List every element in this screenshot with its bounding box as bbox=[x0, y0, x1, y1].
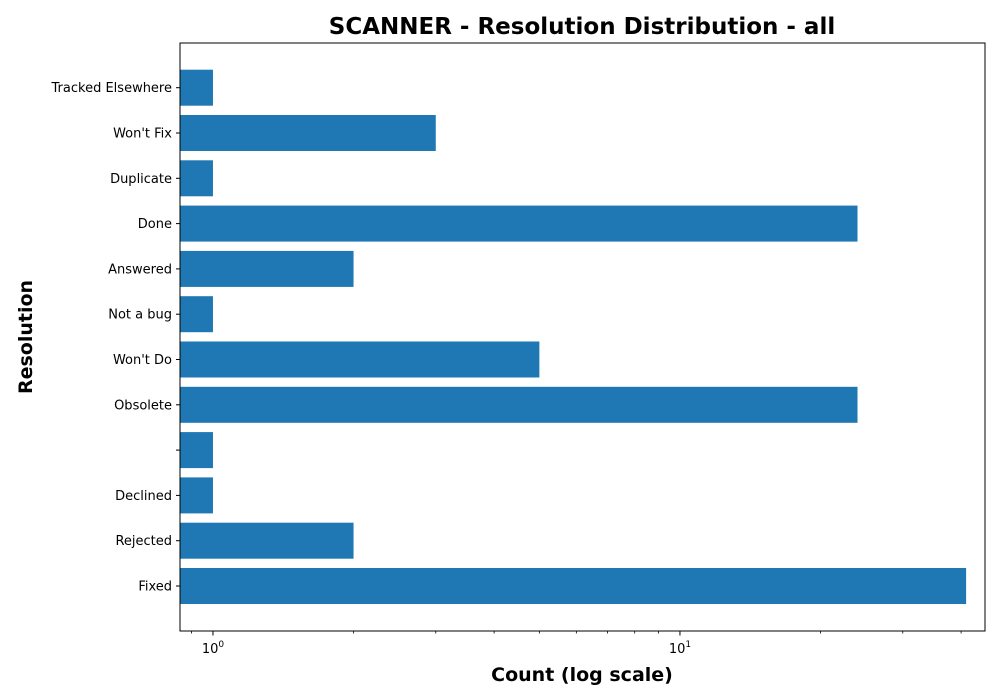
y-tick-label: Obsolete bbox=[114, 398, 172, 413]
chart-title: SCANNER - Resolution Distribution - all bbox=[329, 14, 835, 40]
bar bbox=[180, 69, 213, 106]
y-tick-label: Not a bug bbox=[108, 308, 172, 323]
y-tick-label: Done bbox=[138, 217, 172, 232]
bar bbox=[180, 386, 858, 423]
y-tick-label: Duplicate bbox=[110, 172, 172, 187]
plot-frame bbox=[179, 42, 986, 632]
bar bbox=[180, 250, 354, 287]
bar bbox=[180, 477, 213, 514]
y-tick-label: Tracked Elsewhere bbox=[51, 81, 172, 96]
x-tick-label: 101 bbox=[669, 640, 691, 657]
bar bbox=[180, 296, 213, 333]
bars-group bbox=[180, 69, 967, 604]
y-axis: Fixed Rejected Declined Obsolete Won't Do Not… bbox=[51, 81, 180, 595]
y-tick-label: Declined bbox=[115, 489, 172, 504]
y-tick-label: Rejected bbox=[115, 534, 172, 549]
x-axis-label: Count (log scale) bbox=[491, 664, 673, 686]
bar bbox=[180, 205, 858, 242]
bar bbox=[180, 160, 213, 197]
y-tick-label: Fixed bbox=[138, 580, 172, 595]
bar bbox=[180, 568, 967, 604]
bar bbox=[180, 432, 213, 469]
y-tick-label: Won't Do bbox=[113, 353, 172, 368]
y-axis-label: Resolution bbox=[15, 280, 37, 394]
y-tick-label: Answered bbox=[108, 262, 172, 277]
y-tick-label: Won't Fix bbox=[113, 127, 172, 142]
bar bbox=[180, 341, 540, 378]
bar bbox=[180, 522, 354, 559]
bar bbox=[180, 115, 436, 151]
x-tick-label: 100 bbox=[202, 640, 225, 657]
x-axis: 100 101 bbox=[191, 631, 962, 657]
